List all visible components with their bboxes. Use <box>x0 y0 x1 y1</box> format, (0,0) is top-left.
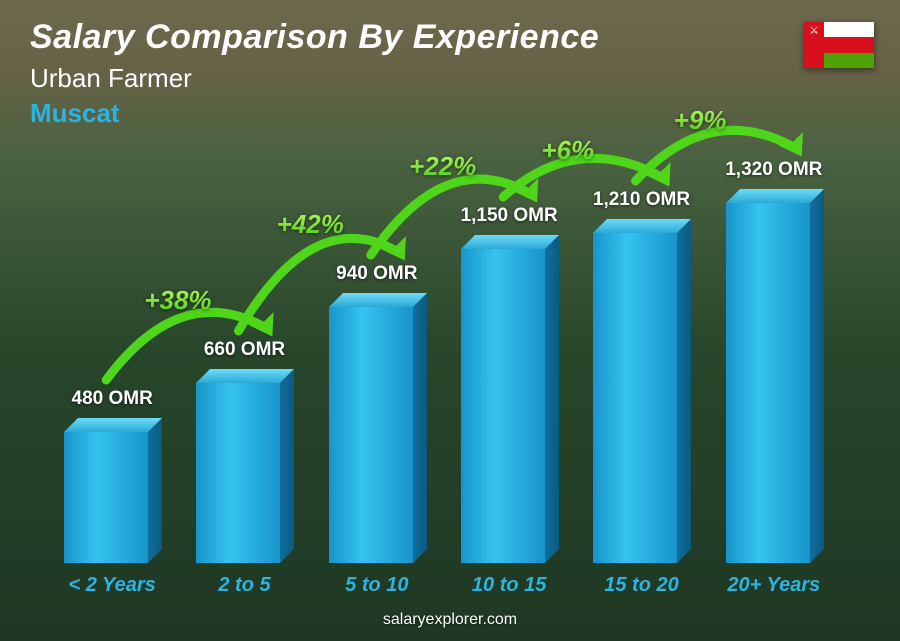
flag-stripe-red <box>824 37 874 53</box>
bar <box>64 432 160 563</box>
bar-column: 1,320 OMR <box>708 133 840 563</box>
infographic-stage: Salary Comparison By Experience Urban Fa… <box>0 0 900 641</box>
bar-top <box>593 219 691 233</box>
oman-flag-icon: ⚔ <box>804 22 874 68</box>
bar-column: 940 OMR <box>311 133 443 563</box>
bar-value-label: 660 OMR <box>204 339 285 361</box>
flag-stripe-white <box>824 22 874 37</box>
bar-value-label: 1,320 OMR <box>725 159 822 181</box>
header: Salary Comparison By Experience Urban Fa… <box>30 18 870 129</box>
bar-side <box>413 293 427 563</box>
x-axis-label: 5 to 10 <box>311 574 443 597</box>
flag-stripe-green <box>824 53 874 68</box>
bar-front <box>64 432 148 563</box>
bar-top <box>329 293 427 307</box>
bar-value-label: 940 OMR <box>336 263 417 285</box>
bar-column: 660 OMR <box>178 133 310 563</box>
flag-emblem-icon: ⚔ <box>807 24 821 38</box>
bar <box>726 203 822 563</box>
bar-chart: 480 OMR 660 OMR 940 OMR 1,150 OMR 1,210 OMR 1… <box>46 133 840 563</box>
bar-side <box>280 369 294 563</box>
bar-front <box>593 233 677 563</box>
bar-column: 1,210 OMR <box>575 133 707 563</box>
bar-column: 1,150 OMR <box>443 133 575 563</box>
bar-value-label: 480 OMR <box>72 388 153 410</box>
subtitle: Urban Farmer <box>30 63 870 94</box>
x-axis-label: 10 to 15 <box>443 574 575 597</box>
footer-source: salaryexplorer.com <box>0 611 900 629</box>
bar <box>461 249 557 563</box>
x-axis-label: 15 to 20 <box>575 574 707 597</box>
bar-side <box>148 418 162 563</box>
x-axis-label: 20+ Years <box>708 574 840 597</box>
bar-side <box>810 189 824 563</box>
bar <box>196 383 292 563</box>
bar-value-label: 1,210 OMR <box>593 189 690 211</box>
bar-top <box>726 189 824 203</box>
bar-front <box>726 203 810 563</box>
bar-front <box>196 383 280 563</box>
bar-value-label: 1,150 OMR <box>461 205 558 227</box>
bar-side <box>545 235 559 563</box>
bar-top <box>64 418 162 432</box>
bar-side <box>677 219 691 563</box>
bar-top <box>461 235 559 249</box>
x-axis-label: 2 to 5 <box>178 574 310 597</box>
title: Salary Comparison By Experience <box>30 18 870 57</box>
bar-front <box>329 307 413 563</box>
bar-column: 480 OMR <box>46 133 178 563</box>
bar <box>593 233 689 563</box>
x-axis: < 2 Years2 to 55 to 1010 to 1515 to 2020… <box>46 574 840 597</box>
x-axis-label: < 2 Years <box>46 574 178 597</box>
bar <box>329 307 425 563</box>
bar-front <box>461 249 545 563</box>
bar-top <box>196 369 294 383</box>
location: Muscat <box>30 98 870 129</box>
